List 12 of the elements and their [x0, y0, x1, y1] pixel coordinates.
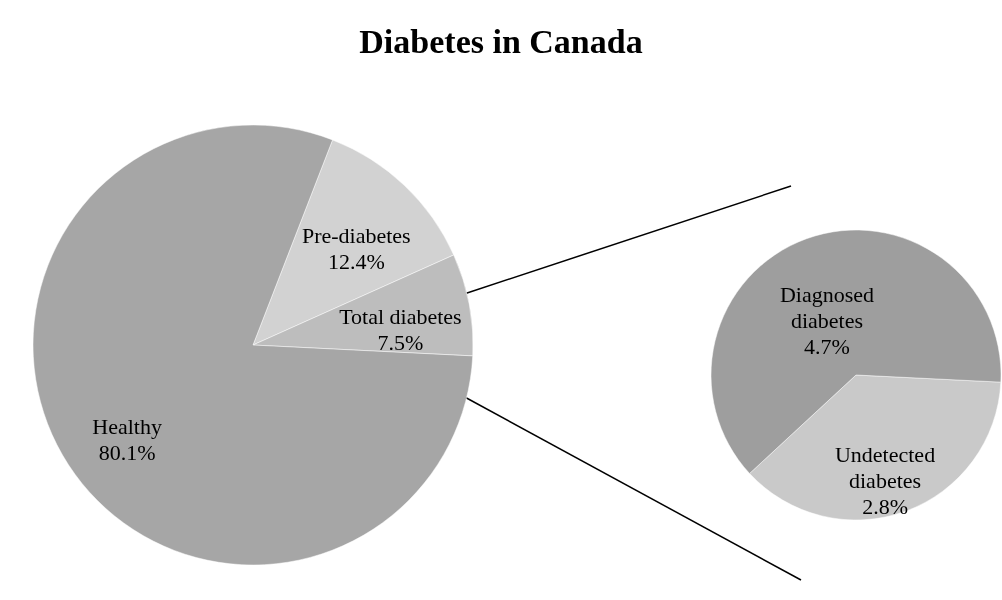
data-label: 80.1%	[98, 439, 156, 465]
data-label: 7.5%	[377, 330, 424, 356]
slice-label: Undetected diabetes	[834, 441, 936, 493]
slice-label: Healthy	[92, 413, 162, 439]
data-label: 4.7%	[804, 334, 850, 360]
chart-title: Diabetes in Canada	[359, 23, 643, 60]
data-label: 12.4%	[327, 249, 385, 275]
slice-label: Diagnosed diabetes	[779, 282, 874, 334]
pie-slice	[32, 124, 473, 566]
slice-label: Pre-diabetes	[301, 223, 411, 249]
slice-label: Total diabetes	[339, 304, 462, 330]
data-label: 2.8%	[862, 493, 908, 519]
